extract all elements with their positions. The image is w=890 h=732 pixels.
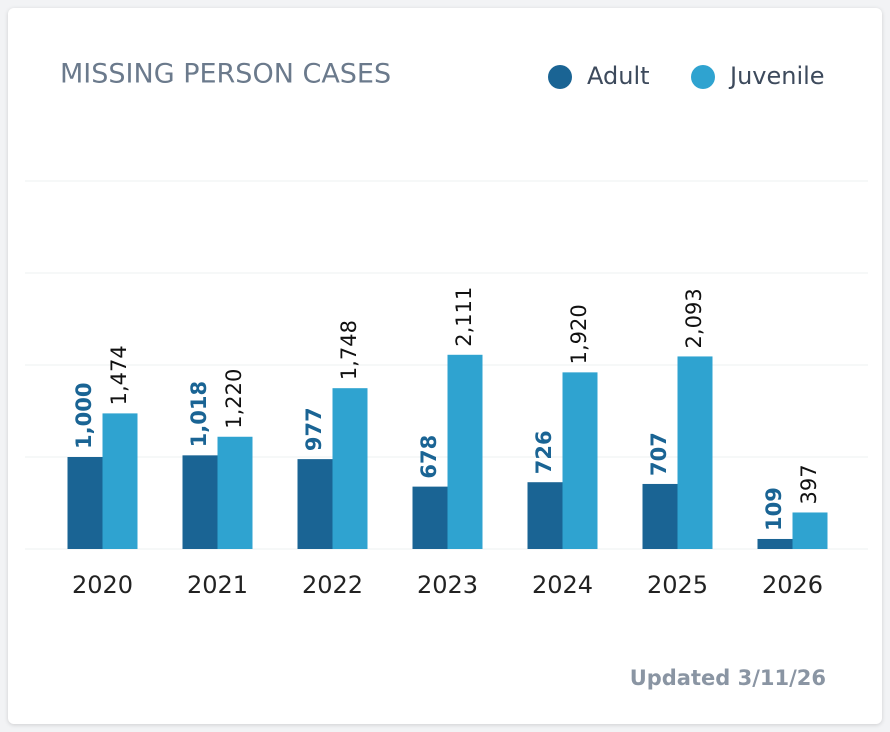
value-label: 1,920 <box>567 304 591 364</box>
bar <box>677 356 713 549</box>
bar <box>447 354 483 549</box>
value-label: 1,220 <box>222 369 246 429</box>
x-tick-label: 2023 <box>417 571 478 599</box>
legend-label: Adult <box>587 62 650 90</box>
value-label: 707 <box>647 432 671 476</box>
value-label: 678 <box>417 435 441 479</box>
value-label: 1,748 <box>337 320 361 380</box>
bar <box>67 457 103 549</box>
bar <box>757 538 793 549</box>
value-label: 109 <box>762 487 786 531</box>
value-label: 1,474 <box>107 345 131 405</box>
bar <box>332 388 368 549</box>
bar <box>527 482 563 549</box>
bar <box>217 436 253 549</box>
x-tick-label: 2022 <box>302 571 363 599</box>
bar <box>297 459 333 549</box>
value-label: 1,000 <box>72 383 96 449</box>
value-label: 1,018 <box>187 381 211 447</box>
x-tick-label: 2025 <box>647 571 708 599</box>
x-tick-label: 2020 <box>72 571 133 599</box>
value-label: 397 <box>797 464 821 504</box>
legend-swatch <box>548 65 572 89</box>
legend-swatch <box>691 65 715 89</box>
bar <box>792 512 828 549</box>
value-label: 2,111 <box>452 287 476 347</box>
x-tick-label: 2024 <box>532 571 593 599</box>
footnote: Updated 3/11/26 <box>630 666 826 690</box>
value-label: 726 <box>532 430 556 474</box>
bar <box>182 455 218 549</box>
value-label: 977 <box>302 407 326 451</box>
bar <box>102 413 138 549</box>
bar <box>412 486 448 549</box>
bar <box>642 483 678 549</box>
x-tick-label: 2026 <box>762 571 823 599</box>
bar <box>562 372 598 549</box>
value-label: 2,093 <box>682 288 706 348</box>
chart-title: MISSING PERSON CASES <box>60 59 391 90</box>
x-tick-label: 2021 <box>187 571 248 599</box>
legend-label: Juvenile <box>728 62 825 90</box>
card <box>8 8 882 724</box>
